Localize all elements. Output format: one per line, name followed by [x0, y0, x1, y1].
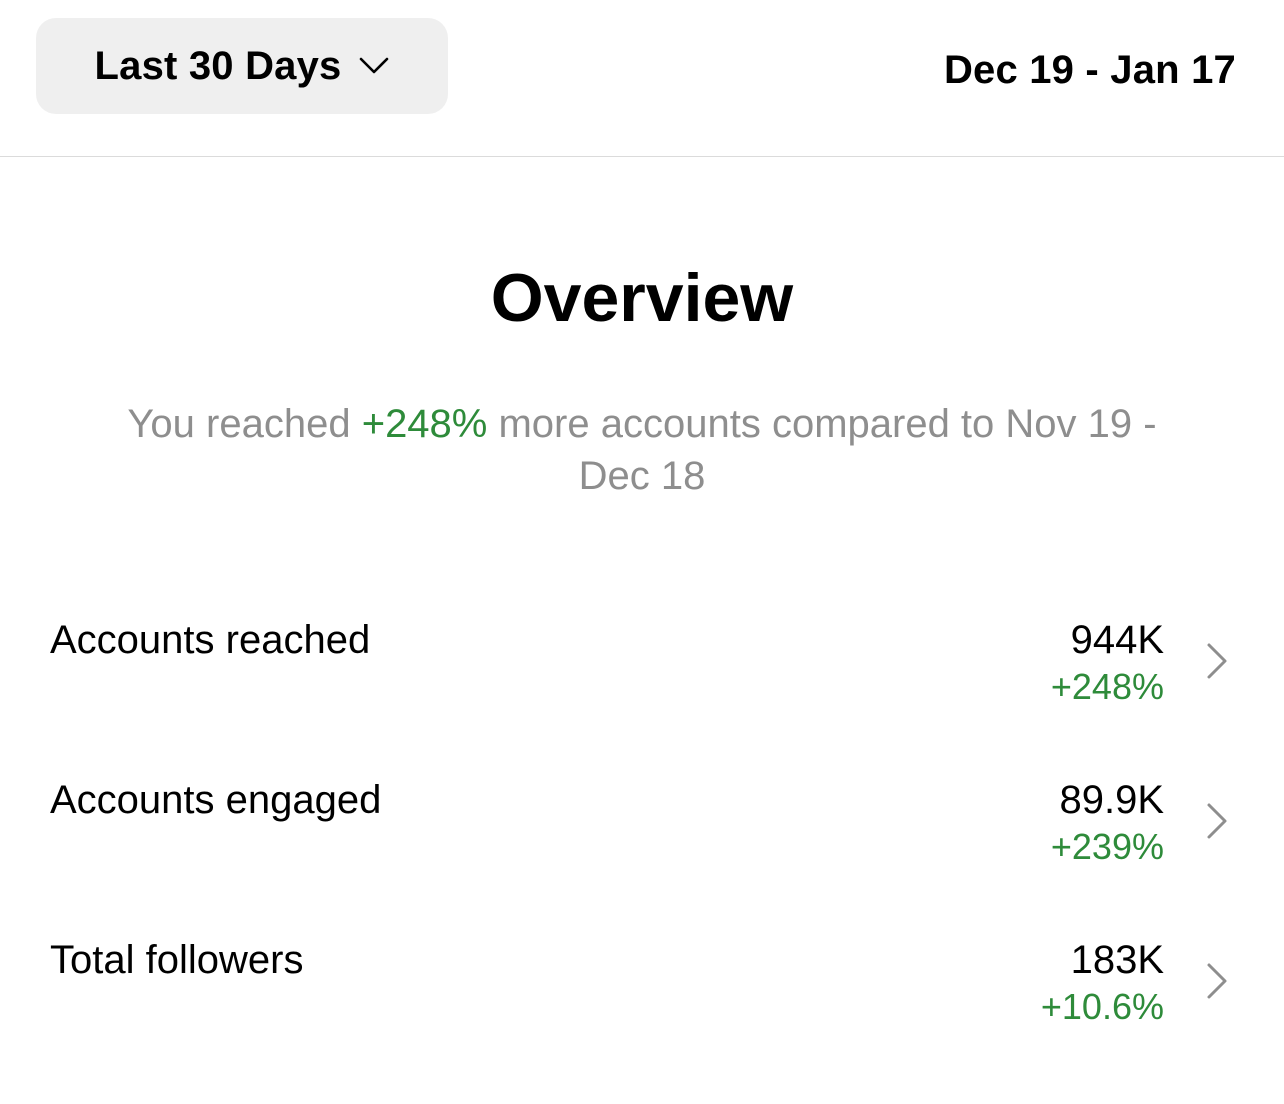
metric-value: 183K	[1070, 938, 1164, 982]
summary-percentage: +248%	[361, 402, 488, 446]
summary-suffix: more accounts compared to Nov 19 - Dec 1…	[487, 402, 1157, 498]
metric-change: +248%	[1050, 666, 1164, 707]
chevron-right-icon	[1207, 963, 1227, 999]
date-range-text: Dec 19 - Jan 17	[943, 48, 1236, 92]
metric-label: Accounts reached	[50, 618, 371, 662]
metric-change: +239%	[1050, 826, 1164, 867]
metric-label: Accounts engaged	[50, 778, 382, 822]
chevron-right-icon	[1207, 803, 1227, 839]
metric-value: 89.9K	[1059, 778, 1164, 822]
metric-row-accounts-reached[interactable]: Accounts reached 944K +248%	[0, 600, 1284, 720]
chevron-right-icon	[1207, 643, 1227, 679]
summary-prefix: You reached	[127, 402, 362, 446]
metric-value: 944K	[1070, 618, 1164, 662]
page-title: Overview	[490, 260, 794, 336]
metric-label: Total followers	[50, 938, 304, 982]
date-range-dropdown[interactable]: Last 30 Days	[36, 18, 448, 114]
overview-summary: You reached +248% more accounts compared…	[110, 398, 1174, 502]
top-bar: Last 30 Days Dec 19 - Jan 17	[0, 0, 1284, 157]
date-range-dropdown-label: Last 30 Days	[94, 43, 342, 88]
metric-change: +10.6%	[1040, 986, 1164, 1027]
chevron-down-icon	[359, 57, 388, 74]
metric-row-total-followers[interactable]: Total followers 183K +10.6%	[0, 920, 1284, 1040]
metric-row-accounts-engaged[interactable]: Accounts engaged 89.9K +239%	[0, 760, 1284, 880]
